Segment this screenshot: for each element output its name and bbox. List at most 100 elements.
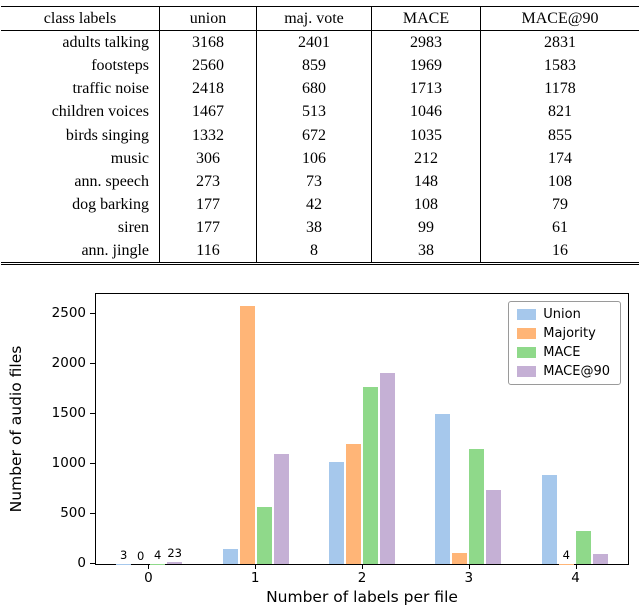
bar-majority-x2 [346,444,361,565]
count-cell: 177 [159,215,257,240]
legend-item: Majority [517,326,610,341]
count-cell: 821 [480,100,639,124]
count-cell: 2401 [256,30,372,55]
table-section: class labels union maj. vote MACE MACE@90 ad… [0,0,640,266]
legend-swatch [517,347,537,359]
bar-mace-90-x0 [167,561,183,565]
barwrap [592,294,608,565]
x-axis-label: Number of labels per file [266,588,458,607]
y-tick-label: 0 [77,555,86,572]
bar-mace-90-x4 [592,554,608,565]
x-tick-mark [148,565,150,570]
bar-group-x0: 3 0 4 23 [116,294,183,565]
bar-mace-x3 [469,449,485,565]
count-cell: 1583 [480,54,639,78]
bar-union-x2 [329,462,344,565]
count-cell: 8 [256,239,372,264]
y-tick-mark [90,313,95,315]
barwrap: 4 [558,294,574,565]
bar-mace-90-x2 [380,373,395,565]
count-cell: 1332 [159,123,257,147]
legend-swatch [517,328,537,340]
count-cell: 116 [159,239,257,264]
y-tick-label: 1000 [51,455,86,472]
barwrap [363,294,378,565]
y-tick-mark [90,363,95,365]
legend-item: MACE@90 [517,364,610,379]
bar-value-label: 23 [167,546,182,561]
class-label-cell: adults talking [62,34,149,52]
bar-union-x3 [435,414,451,565]
class-label-cell: children voices [51,103,149,121]
y-tick-mark [90,463,95,465]
class-label-cell: traffic noise [72,80,149,98]
y-tick-label: 2500 [51,305,86,322]
table-row: siren 177 38 99 61 [1,215,639,240]
legend-item: Union [517,307,610,322]
bar-majority-x3 [452,553,468,565]
table-header-cell: maj. vote [256,6,372,31]
class-label-cell: footsteps [91,57,149,75]
plot-area: 4 3 0 4 23 Union Majority MACE MACE@90 [95,293,629,566]
count-cell: 306 [159,146,257,170]
bar-mace-90-x3 [486,490,502,565]
count-cell: 2560 [159,54,257,78]
bar-group-x3 [435,294,502,565]
table-header-cell: union [159,6,257,31]
barwrap: 4 [150,294,166,565]
class-label-cell: birds singing [65,126,149,144]
count-cell: 42 [256,192,372,216]
table-row: ann. jingle 116 8 38 16 [1,239,639,264]
count-cell: 148 [371,169,481,193]
count-cell: 16 [480,239,639,264]
count-cell: 108 [371,192,481,216]
barwrap [346,294,361,565]
y-tick-label: 2000 [51,355,86,372]
bar-union-x4 [541,475,557,565]
bar-group-x1 [222,294,289,565]
count-cell: 2418 [159,77,257,101]
barwrap [329,294,344,565]
y-tick-mark [90,563,95,565]
count-cell: 177 [159,192,257,216]
count-cell: 680 [256,77,372,101]
bar-majority-x1 [239,306,255,565]
count-cell: 73 [256,169,372,193]
barwrap [541,294,557,565]
bar-mace-x1 [256,507,272,565]
bar-mace-90-x1 [273,454,289,565]
count-cell: 2983 [371,30,481,55]
class-label-cell: ann. jingle [81,242,149,260]
barwrap [469,294,485,565]
table-row: birds singing 1332 672 1035 855 [1,123,639,147]
table-row: ann. speech 273 73 148 108 [1,169,639,193]
class-label-cell: siren [117,218,149,236]
count-cell: 1467 [159,100,257,124]
count-cell: 672 [256,123,372,147]
barwrap [256,294,272,565]
count-cell: 1046 [371,100,481,124]
bar-union-x1 [222,549,238,565]
table-row: music 306 106 212 174 [1,146,639,170]
table-row: dog barking 177 42 108 79 [1,192,639,216]
count-cell: 855 [480,123,639,147]
legend-label: MACE@90 [543,364,610,380]
y-tick-label: 500 [60,505,86,522]
bar-chart: Number of audio files 4 3 0 4 23 Union Majori… [0,287,640,609]
count-cell: 1969 [371,54,481,78]
barwrap: 3 [116,294,132,565]
table-row: traffic noise 2418 680 1713 1178 [1,77,639,101]
barwrap [486,294,502,565]
class-labels-table: class labels union maj. vote MACE MACE@90 ad… [1,6,639,266]
legend-label: Majority [543,326,596,342]
count-cell: 174 [480,146,639,170]
count-cell: 38 [371,239,481,264]
table-row: adults talking 3168 2401 2983 2831 [1,30,639,55]
count-cell: 212 [371,146,481,170]
x-tick-label: 1 [250,570,260,587]
legend-swatch [517,366,537,378]
class-label-cell: ann. speech [74,172,149,190]
x-tick-mark [575,565,577,570]
y-tick-label: 1500 [51,405,86,422]
